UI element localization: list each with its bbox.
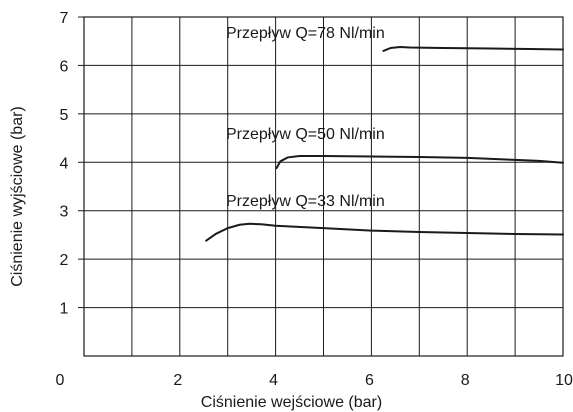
series-annotation-1: Przepływ Q=78 Nl/min [226,25,385,42]
series-line-1 [382,46,564,52]
series-group [205,46,564,242]
series-line-2 [275,154,564,170]
series-annotation-2: Przepływ Q=50 Nl/min [226,126,385,143]
series-line-3 [205,222,564,242]
series-annotation-3: Przepływ Q=33 Nl/min [226,193,385,210]
plot-frame [83,16,564,357]
x-tick-label: 10 [555,372,573,389]
y-tick-label: 6 [60,58,69,75]
x-tick-label: 0 [56,372,65,389]
x-axis-label: Ciśnienie wejściowe (bar) [201,394,382,411]
y-axis-label: Ciśnienie wyjściowe (bar) [9,106,26,287]
y-tick-label: 5 [60,107,69,124]
annotations: Przepływ Q=78 Nl/min Przepływ Q=50 Nl/min… [226,25,385,210]
grid [84,17,563,356]
x-tick-label: 4 [269,372,278,389]
x-axis-ticks: 0 2 4 6 8 10 [56,372,573,389]
x-tick-label: 2 [173,372,182,389]
y-tick-label: 4 [60,155,69,172]
y-tick-label: 3 [60,204,69,221]
y-tick-label: 7 [60,10,69,27]
x-tick-label: 8 [461,372,470,389]
y-tick-label: 2 [60,252,69,269]
y-tick-label: 1 [60,301,69,318]
y-axis-ticks: 1 2 3 4 5 6 7 [60,10,84,318]
x-tick-label: 6 [365,372,374,389]
